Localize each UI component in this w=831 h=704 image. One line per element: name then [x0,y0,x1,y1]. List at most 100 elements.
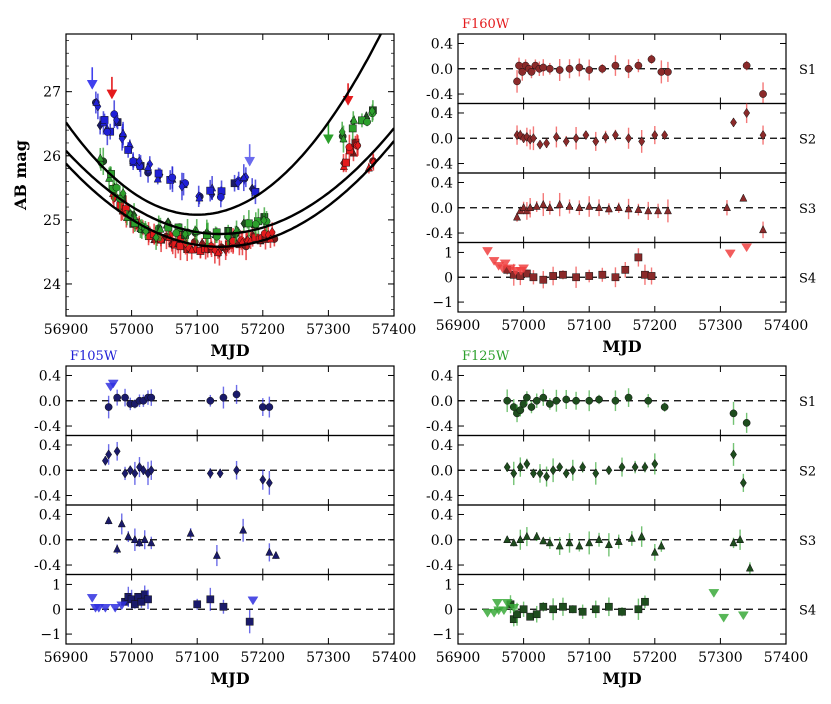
y-tick-label: 24 [43,277,61,293]
residual-data-point [621,265,630,274]
residual-data-point [625,133,632,144]
residual-data-point [513,610,521,619]
residual-data-point [556,462,564,473]
residual-data-point [585,272,594,280]
residual-data-point [591,605,600,614]
residual-data-point [147,465,155,476]
main-data-point-f125w [203,231,211,239]
residual-upper-limit [718,613,730,623]
image-label-s4: S4 [799,603,816,618]
main-data-point-f125w [348,124,357,133]
residual-group-f160w: F160W -0.4 0.0 0.4 S1 -0.4 0.0 0.4 S2 -0.4 0.0 0.4 S… [426,17,816,356]
residual-data-point [651,458,659,469]
residual-data-point [595,534,604,543]
residual-data-point [572,273,580,282]
main-data-point-f160w [342,158,350,167]
x-tick-label: 57100 [175,322,220,338]
x-tick-label: 57400 [372,322,417,338]
x-tick-label: 57200 [633,318,678,334]
residual-group-f105w: F105W -0.4 0.0 0.4 -0.4 0.0 0.4 -0.4 0.0 0.4 56900… [34,349,416,688]
residual-data-point [624,64,633,73]
residual-data-point [113,446,121,457]
residual-data-point [539,199,548,208]
main-data-point-f125w [251,220,260,229]
residual-data-point [526,202,535,211]
residual-data-point [562,136,570,147]
axes-frame [65,33,395,317]
y-tick-label: 0.4 [39,507,61,523]
main-data-point-f125w [363,118,371,126]
y-tick-label: 0.4 [431,36,453,52]
residual-data-point [555,66,564,74]
residual-data-point [647,272,656,280]
main-data-point-f105w [216,193,225,201]
main-light-curve-plot: 56900 57000 57100 57200 57300 57400 24 25 26 27 MJ… [11,33,417,360]
y-tick-label: 0.4 [431,507,453,523]
residual-data-point [644,206,653,215]
residual-data-point [212,550,221,559]
residual-data-point [131,468,139,479]
main-data-point-f125w [152,232,160,243]
residual-data-point [518,68,527,76]
image-label-s3: S3 [799,202,816,217]
main-data-point-f105w [195,193,204,202]
residual-data-point [113,544,122,553]
main-data-point-f125w [96,153,105,162]
residual-data-point [634,253,643,262]
main-data-point-f105w [234,177,242,188]
residual-data-point [536,468,544,479]
residual-data-point [239,525,248,534]
main-y-axis-label: AB mag [11,140,30,211]
residual-data-point [532,201,541,210]
residual-data-point [641,462,649,473]
residual-data-point [140,465,147,476]
y-tick-label: 0.0 [431,131,453,147]
residual-data-point [104,403,113,411]
residual-x-axis-label: MJD [602,669,641,688]
main-data-point-f105w [100,116,109,124]
residual-data-point [216,468,224,479]
y-tick-label: 0.0 [39,533,61,549]
residual-data-point [527,403,536,411]
residual-data-point [552,396,561,405]
residual-data-point [660,403,669,411]
residual-data-point [510,468,518,479]
filter-title: F125W [462,349,510,364]
residual-data-point [258,403,267,411]
y-tick-label: 0.4 [431,175,453,191]
residual-upper-limit [488,257,500,266]
residual-data-point [519,202,528,211]
residual-upper-limit [116,601,128,611]
residual-data-point [759,130,767,141]
residual-data-point [516,406,525,415]
y-tick-label: −1 [40,627,61,643]
residual-data-point [595,395,603,404]
main-data-point-f105w [206,186,215,195]
y-tick-label: 0.4 [39,438,61,454]
x-tick-label: 57200 [241,322,286,338]
y-tick-label: 1 [444,245,453,261]
residual-data-point [559,602,567,611]
residual-data-point [618,607,626,616]
main-data-point-f105w [239,172,248,181]
y-tick-label: 27 [43,85,61,101]
x-tick-label: 57200 [633,650,678,666]
residual-data-point [605,465,613,476]
residual-data-point [552,131,560,143]
x-tick-label: 57000 [501,318,546,334]
x-tick-label: 57300 [306,650,351,666]
main-data-point-f105w [92,97,101,106]
x-tick-label: 56900 [436,650,481,666]
main-data-point-f160w [345,143,354,152]
residual-data-point [657,541,666,550]
residual-upper-limit [107,379,119,389]
residual-upper-limit [491,599,503,608]
residual-data-point [206,396,215,405]
residual-data-point [206,468,214,479]
y-tick-label: -0.4 [34,419,61,435]
y-tick-label: -0.4 [34,489,61,505]
residual-data-point [559,270,567,279]
residual-data-point [647,55,656,64]
y-tick-label: −1 [432,627,453,643]
residual-data-point [585,538,594,547]
